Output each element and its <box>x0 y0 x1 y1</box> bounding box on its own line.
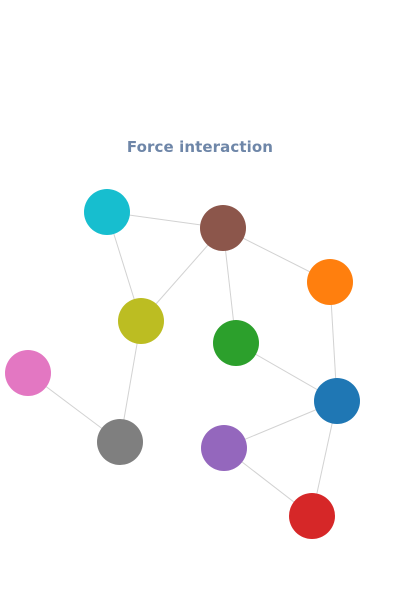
node-brown[interactable] <box>200 205 246 251</box>
node-layer <box>5 189 360 539</box>
node-purple[interactable] <box>201 425 247 471</box>
node-pink[interactable] <box>5 350 51 396</box>
node-green[interactable] <box>213 320 259 366</box>
node-olive[interactable] <box>118 298 164 344</box>
chart-title: Force interaction <box>126 138 274 156</box>
node-orange[interactable] <box>307 259 353 305</box>
edge-layer <box>27 211 338 517</box>
node-blue[interactable] <box>314 378 360 424</box>
node-gray[interactable] <box>97 419 143 465</box>
node-cyan[interactable] <box>84 189 130 235</box>
node-red[interactable] <box>289 493 335 539</box>
